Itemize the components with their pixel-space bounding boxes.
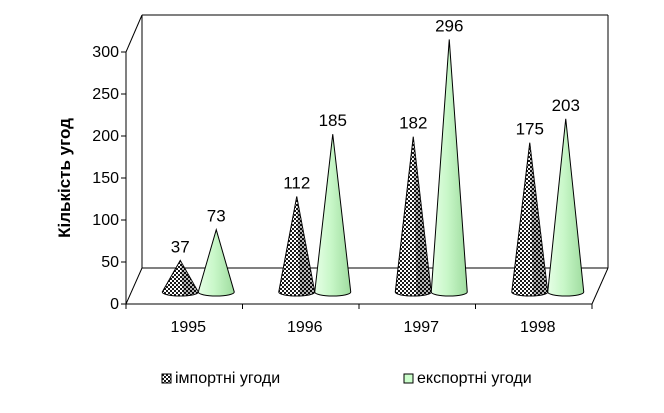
- cone-marks: 37 73 112 185 182 296 175 203: [161, 16, 585, 297]
- y-tick-label: 200: [92, 128, 119, 145]
- cone-shade: [296, 196, 315, 296]
- cone-body: [547, 118, 585, 297]
- cone-body: [197, 227, 235, 297]
- cone-shade: [529, 142, 548, 296]
- y-tick-label: 300: [92, 44, 119, 61]
- x-tick-label: 1996: [287, 319, 323, 336]
- legend-label: експортні угоди: [417, 370, 532, 387]
- cone-body: [430, 39, 468, 297]
- legend-item: імпортні угоди: [161, 370, 280, 387]
- y-axis-label: Кількість угод: [55, 118, 74, 238]
- cone-export: 185: [314, 111, 352, 297]
- cone-export: 73: [197, 207, 235, 297]
- cone-shade: [413, 136, 432, 296]
- data-label: 203: [552, 96, 580, 115]
- cone-body: [314, 134, 352, 297]
- y-tick-label: 0: [110, 296, 119, 313]
- legend: імпортні угоди експортні угоди: [161, 370, 532, 387]
- cone-shade: [180, 260, 199, 296]
- y-axis-ticks: 0 50 100 150 200 250 300: [92, 44, 126, 313]
- cone-import: 112: [278, 173, 316, 297]
- y-axis-depth-top: [125, 14, 143, 53]
- x-axis-ticks: 1995 1996 1997 1998: [125, 304, 593, 336]
- legend-swatch: [161, 373, 172, 384]
- legend-label: імпортні угоди: [175, 370, 280, 387]
- cone-import: 182: [394, 114, 432, 297]
- x-tick-label: 1995: [170, 319, 206, 336]
- legend-item: експортні угоди: [403, 370, 532, 387]
- x-tick-label: 1997: [403, 319, 439, 336]
- floor-left-edge: [125, 267, 143, 305]
- y-tick-label: 50: [101, 254, 119, 271]
- data-label: 296: [435, 16, 463, 35]
- data-label: 182: [399, 114, 427, 133]
- x-tick-label: 1998: [520, 319, 556, 336]
- cone-import: 37: [161, 237, 199, 297]
- cone-import: 175: [511, 120, 549, 297]
- y-tick-label: 150: [92, 170, 119, 187]
- data-label: 112: [283, 173, 310, 192]
- cone-export: 296: [430, 16, 468, 297]
- legend-swatch: [403, 373, 414, 384]
- data-label: 185: [319, 111, 347, 130]
- y-tick-label: 100: [92, 212, 119, 229]
- data-label: 37: [171, 237, 190, 256]
- floor-right-edge: [591, 267, 609, 305]
- data-label: 175: [516, 120, 544, 139]
- data-label: 73: [207, 207, 226, 226]
- y-tick-label: 250: [92, 86, 119, 103]
- cone-export: 203: [547, 96, 585, 297]
